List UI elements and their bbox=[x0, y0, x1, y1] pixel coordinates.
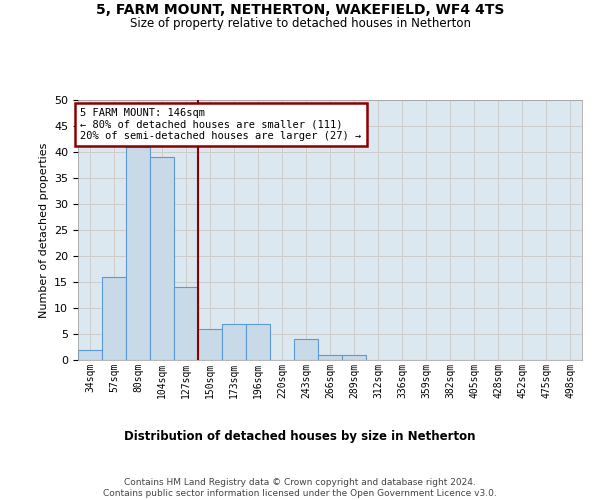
Bar bbox=[199, 329, 221, 360]
Text: Size of property relative to detached houses in Netherton: Size of property relative to detached ho… bbox=[130, 18, 470, 30]
Text: 5, FARM MOUNT, NETHERTON, WAKEFIELD, WF4 4TS: 5, FARM MOUNT, NETHERTON, WAKEFIELD, WF4… bbox=[96, 2, 504, 16]
Bar bbox=[79, 350, 101, 360]
Text: Distribution of detached houses by size in Netherton: Distribution of detached houses by size … bbox=[124, 430, 476, 443]
Bar bbox=[343, 355, 365, 360]
Bar bbox=[175, 287, 197, 360]
Text: Contains HM Land Registry data © Crown copyright and database right 2024.
Contai: Contains HM Land Registry data © Crown c… bbox=[103, 478, 497, 498]
Y-axis label: Number of detached properties: Number of detached properties bbox=[38, 142, 49, 318]
Bar bbox=[103, 277, 125, 360]
Bar bbox=[223, 324, 245, 360]
Bar bbox=[151, 157, 173, 360]
Bar bbox=[127, 147, 149, 360]
Text: 5 FARM MOUNT: 146sqm
← 80% of detached houses are smaller (111)
20% of semi-deta: 5 FARM MOUNT: 146sqm ← 80% of detached h… bbox=[80, 108, 362, 141]
Bar bbox=[247, 324, 269, 360]
Bar bbox=[295, 339, 317, 360]
Bar bbox=[319, 355, 341, 360]
